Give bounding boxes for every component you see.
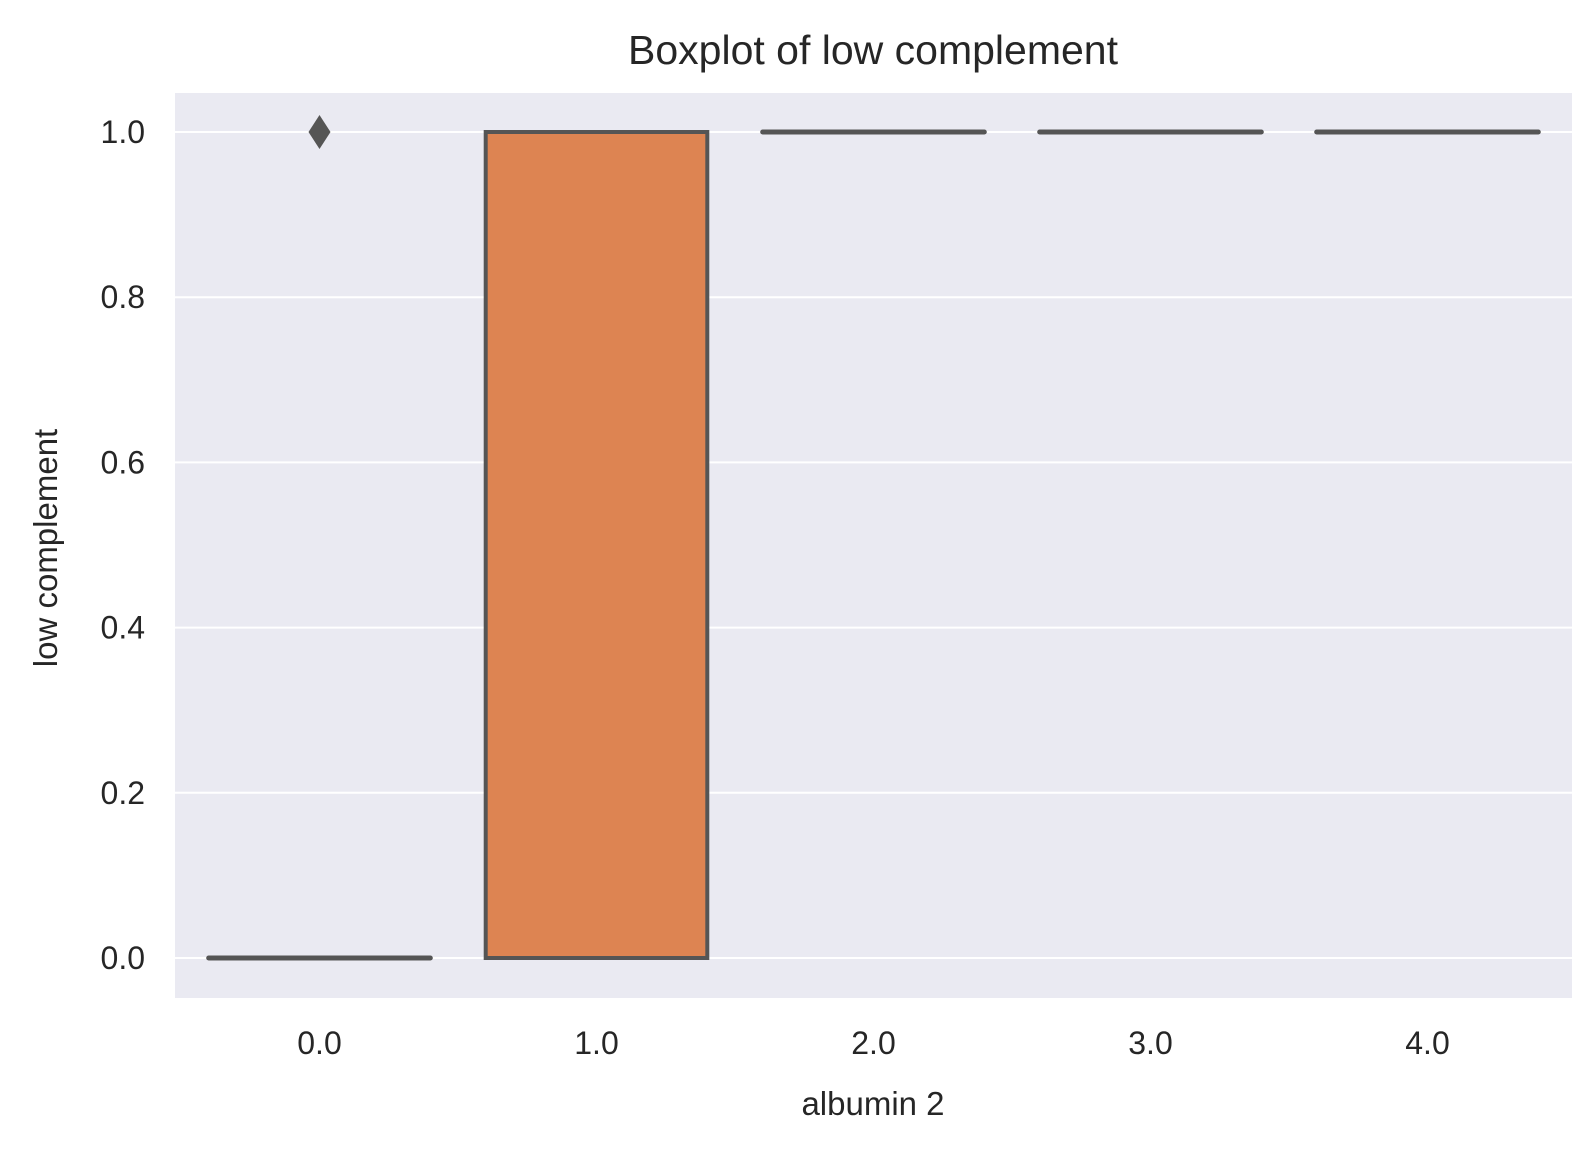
y-tick-label: 0.6 bbox=[101, 444, 145, 480]
x-tick-label: 4.0 bbox=[1405, 1025, 1449, 1061]
box-0.0 bbox=[206, 115, 433, 961]
y-axis-ticks: 0.0 0.2 0.4 0.6 0.8 1.0 bbox=[101, 114, 145, 976]
y-tick-label: 0.8 bbox=[101, 279, 145, 315]
x-tick-label: 1.0 bbox=[574, 1025, 618, 1061]
x-tick-label: 2.0 bbox=[851, 1025, 895, 1061]
y-tick-label: 1.0 bbox=[101, 114, 145, 150]
y-tick-label: 0.2 bbox=[101, 775, 145, 811]
x-tick-label: 0.0 bbox=[297, 1025, 341, 1061]
y-axis-label: low complement bbox=[27, 429, 64, 667]
chart-title: Boxplot of low complement bbox=[628, 27, 1119, 73]
y-tick-label: 0.0 bbox=[101, 940, 145, 976]
x-axis-label: albumin 2 bbox=[801, 1085, 944, 1122]
box-series bbox=[206, 115, 1541, 961]
y-tick-label: 0.4 bbox=[101, 610, 145, 646]
x-tick-label: 3.0 bbox=[1128, 1025, 1172, 1061]
box-body bbox=[483, 130, 710, 960]
box-1.0 bbox=[483, 130, 710, 960]
outlier-marker bbox=[308, 115, 331, 149]
plot-background bbox=[175, 93, 1572, 998]
x-axis-ticks: 0.0 1.0 2.0 3.0 4.0 bbox=[297, 1025, 1449, 1061]
